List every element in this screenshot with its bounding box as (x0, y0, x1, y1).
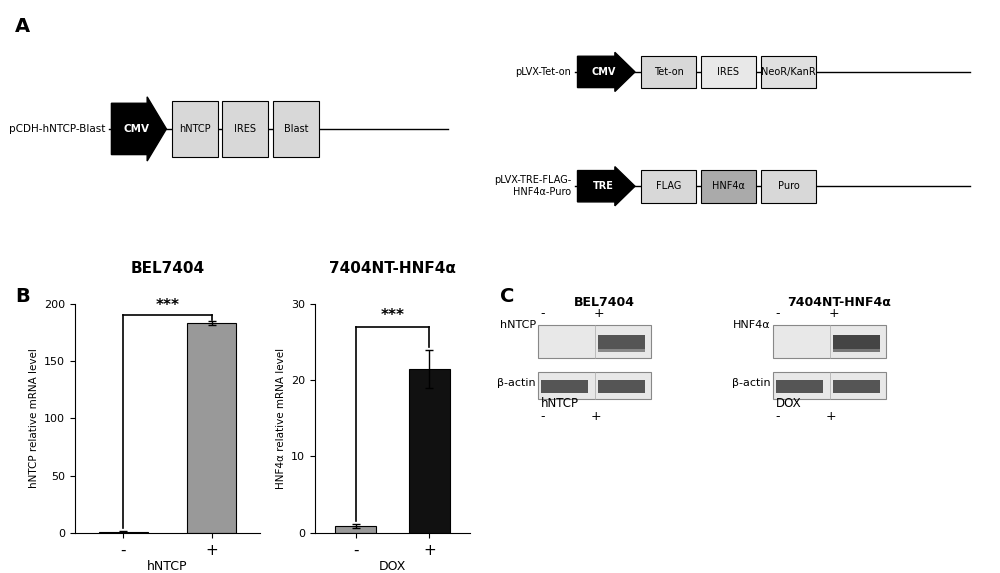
Bar (99, 532, 148, 533)
Text: FLAG: FLAG (656, 181, 681, 191)
Text: hNTCP: hNTCP (500, 320, 536, 330)
Text: TRE: TRE (593, 181, 614, 191)
FancyBboxPatch shape (598, 335, 645, 351)
Text: +: + (829, 307, 840, 320)
Text: +: + (825, 410, 836, 423)
Y-axis label: hNTCP relative mRNA level: hNTCP relative mRNA level (29, 348, 39, 488)
Text: -: - (541, 410, 545, 423)
Text: -: - (776, 410, 780, 423)
Text: hNTCP: hNTCP (147, 560, 188, 573)
FancyBboxPatch shape (222, 101, 268, 157)
Text: pLVX-TRE-FLAG-
HNF4α-Puro: pLVX-TRE-FLAG- HNF4α-Puro (494, 175, 571, 197)
Title: BEL7404: BEL7404 (130, 261, 205, 276)
Text: HNF4α: HNF4α (712, 181, 745, 191)
Text: CMV: CMV (123, 124, 149, 134)
Polygon shape (111, 97, 166, 161)
Text: DOX: DOX (379, 560, 406, 573)
Text: B: B (15, 286, 30, 305)
Bar (187, 323, 236, 533)
FancyBboxPatch shape (701, 170, 756, 203)
Text: IRES: IRES (234, 124, 256, 134)
Text: HNF4α: HNF4α (733, 320, 771, 330)
Bar (409, 368, 450, 533)
Y-axis label: HNF4α relative mRNA level: HNF4α relative mRNA level (276, 348, 286, 489)
Text: β-actin: β-actin (732, 378, 771, 387)
Bar (335, 526, 376, 533)
Polygon shape (578, 52, 635, 92)
Text: 7404NT-HNF4α: 7404NT-HNF4α (787, 296, 891, 309)
FancyBboxPatch shape (538, 372, 651, 399)
FancyBboxPatch shape (761, 56, 816, 88)
Text: Puro: Puro (778, 181, 799, 191)
Text: +: + (590, 410, 601, 423)
FancyBboxPatch shape (641, 56, 696, 88)
FancyBboxPatch shape (598, 349, 645, 352)
Text: A: A (15, 17, 30, 36)
Text: -: - (541, 307, 545, 320)
FancyBboxPatch shape (773, 372, 886, 399)
Text: DOX: DOX (776, 398, 801, 410)
FancyBboxPatch shape (273, 101, 319, 157)
FancyBboxPatch shape (541, 379, 588, 393)
FancyBboxPatch shape (538, 325, 651, 358)
Text: pCDH-hNTCP-Blast: pCDH-hNTCP-Blast (9, 124, 106, 134)
FancyBboxPatch shape (701, 56, 756, 88)
Text: NeoR/KanR: NeoR/KanR (761, 67, 816, 77)
Text: ***: *** (156, 298, 180, 313)
Text: Blast: Blast (284, 124, 308, 134)
Text: Tet-on: Tet-on (654, 67, 683, 77)
FancyBboxPatch shape (833, 349, 880, 352)
FancyBboxPatch shape (773, 325, 886, 358)
FancyBboxPatch shape (833, 379, 880, 393)
FancyBboxPatch shape (172, 101, 218, 157)
Polygon shape (578, 167, 635, 206)
Text: +: + (594, 307, 605, 320)
Text: BEL7404: BEL7404 (574, 296, 635, 309)
Text: C: C (500, 286, 514, 305)
Text: IRES: IRES (718, 67, 740, 77)
Text: hNTCP: hNTCP (179, 124, 211, 134)
Text: pLVX-Tet-on: pLVX-Tet-on (515, 67, 571, 77)
FancyBboxPatch shape (598, 379, 645, 393)
FancyBboxPatch shape (641, 170, 696, 203)
Text: -: - (776, 307, 780, 320)
Title: 7404NT-HNF4α: 7404NT-HNF4α (329, 261, 456, 276)
FancyBboxPatch shape (833, 335, 880, 351)
Text: hNTCP: hNTCP (541, 398, 579, 410)
FancyBboxPatch shape (776, 379, 823, 393)
Text: β-actin: β-actin (497, 378, 536, 387)
FancyBboxPatch shape (761, 170, 816, 203)
Text: CMV: CMV (591, 67, 616, 77)
Text: ***: *** (380, 308, 404, 323)
